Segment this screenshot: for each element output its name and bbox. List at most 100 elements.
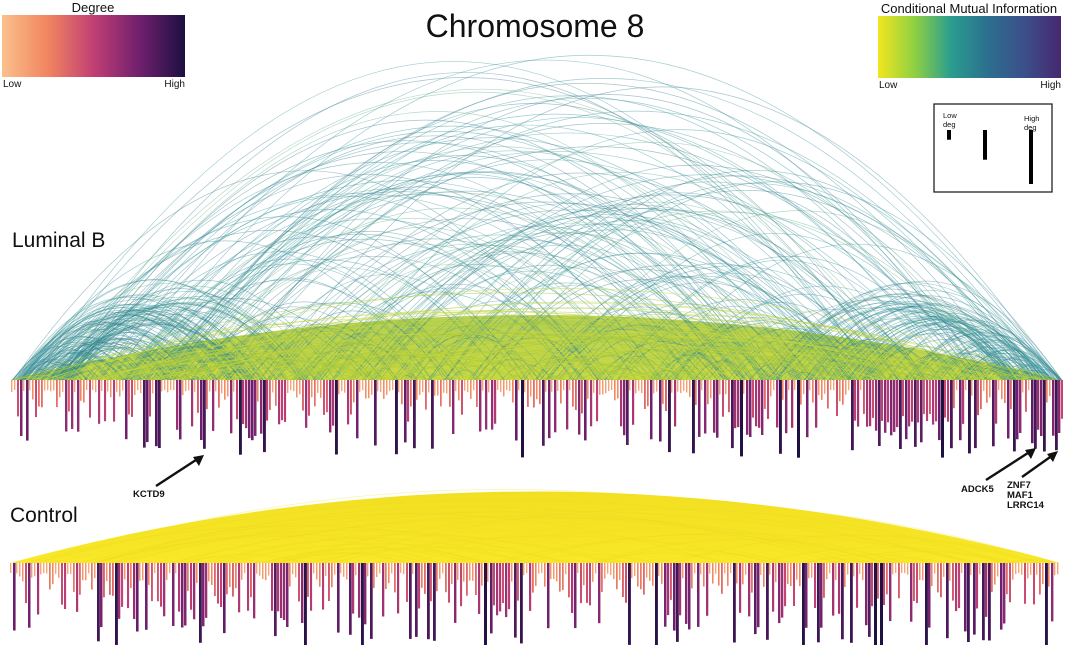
degree-bar — [137, 380, 139, 391]
degree-bar — [838, 563, 841, 614]
degree-bar — [406, 563, 408, 602]
degree-bar — [577, 563, 579, 573]
degree-bar — [739, 563, 742, 613]
degree-bar — [920, 380, 923, 443]
network-arc — [13, 170, 599, 381]
degree-bar — [775, 563, 777, 583]
network-arc — [228, 110, 1044, 381]
network-arc — [22, 279, 289, 381]
network-arc — [798, 541, 1059, 564]
degree-bar — [373, 563, 375, 589]
degree-bar — [113, 380, 116, 422]
network-arc — [69, 335, 218, 381]
degree-bar — [740, 380, 743, 457]
degree-bar — [1027, 563, 1029, 579]
degree-bar — [1057, 563, 1059, 575]
degree-bar — [1061, 380, 1063, 419]
network-arc — [471, 170, 1039, 381]
degree-bar — [491, 380, 494, 430]
degree-bar — [328, 563, 330, 601]
network-arc — [89, 529, 612, 564]
degree-bar — [458, 380, 460, 401]
network-arc — [861, 313, 1044, 381]
degree-bar — [617, 380, 619, 399]
degree-bar — [250, 563, 252, 598]
degree-bar — [658, 563, 660, 576]
network-arc — [34, 193, 683, 381]
degree-bar — [226, 563, 228, 595]
degree-bar — [731, 380, 734, 449]
degree-bar — [74, 380, 76, 392]
cmi-legend-title: Conditional Mutual Information — [881, 1, 1057, 16]
width-key-bar — [983, 130, 987, 160]
network-arc — [84, 142, 768, 381]
network-arc — [804, 306, 1012, 381]
degree-bar — [670, 563, 672, 600]
network-arc — [14, 295, 262, 381]
degree-bar — [230, 380, 233, 434]
network-arc — [870, 325, 1023, 381]
degree-bar — [1051, 563, 1054, 622]
degree-bar — [967, 563, 970, 642]
network-arc — [332, 225, 748, 381]
network-arc — [651, 363, 862, 381]
degree-bar — [994, 563, 996, 585]
network-arc — [450, 190, 1042, 381]
degree-bar — [970, 563, 972, 575]
degree-bar — [368, 380, 370, 399]
width-key-low-label: Low deg — [943, 111, 959, 129]
network-arc — [169, 243, 655, 381]
degree-bar — [170, 380, 172, 390]
network-arc — [214, 537, 528, 564]
degree-bar — [785, 380, 788, 434]
degree-bar — [977, 380, 979, 416]
network-arc — [276, 245, 712, 381]
network-arc — [428, 282, 706, 381]
network-arc — [93, 531, 575, 564]
network-arc — [673, 346, 766, 381]
degree-bar — [524, 380, 526, 393]
degree-bar — [652, 563, 654, 586]
degree-bar — [103, 563, 105, 598]
degree-bar — [1019, 380, 1022, 433]
network-arc — [48, 303, 309, 381]
degree-bar — [362, 380, 364, 391]
degree-bar — [592, 563, 594, 582]
degree-bar — [391, 563, 393, 574]
degree-bar — [836, 380, 838, 416]
network-arc — [170, 95, 969, 381]
network-arc — [887, 319, 1057, 381]
network-arc — [777, 283, 1036, 381]
degree-bar — [719, 380, 721, 395]
degree-bar — [868, 563, 871, 637]
degree-bar — [487, 563, 489, 582]
degree-bar — [500, 380, 502, 392]
degree-bar — [899, 380, 902, 449]
degree-bar — [161, 380, 163, 392]
degree-bar — [631, 563, 633, 579]
degree-bar — [70, 563, 72, 575]
network-arc — [835, 317, 1007, 381]
degree-bar — [179, 380, 182, 440]
degree-bar — [268, 563, 270, 576]
degree-bar — [433, 563, 436, 641]
degree-bar — [551, 380, 553, 392]
network-arc — [123, 54, 1055, 381]
degree-bar — [563, 380, 565, 391]
degree-bar — [58, 563, 60, 578]
degree-bar — [727, 563, 729, 586]
network-arc — [409, 220, 855, 381]
degree-bar — [376, 563, 378, 577]
degree-bar — [422, 380, 424, 393]
degree-bar — [467, 380, 469, 393]
degree-bar — [221, 380, 223, 394]
network-arc — [24, 317, 243, 381]
degree-bar — [796, 563, 798, 580]
degree-bar — [340, 563, 342, 574]
degree-bar — [94, 563, 96, 579]
degree-bar — [388, 563, 390, 584]
degree-bar — [403, 563, 405, 575]
network-arc — [24, 342, 129, 381]
degree-bar — [1055, 380, 1058, 451]
